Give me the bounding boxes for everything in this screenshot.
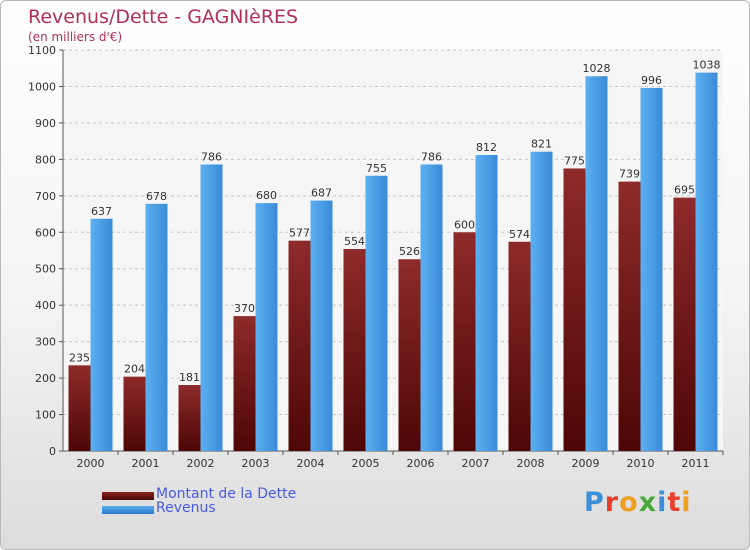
bar-revenus [365,175,388,451]
data-label-revenus: 821 [531,138,552,151]
data-label-revenus: 637 [91,205,112,218]
logo-letter: t [667,487,682,518]
bar-dette [673,197,696,451]
logo-letter: r [604,487,620,518]
data-label-revenus: 786 [421,150,442,163]
y-tick-label: 500 [35,263,56,276]
data-label-dette: 235 [69,351,90,364]
data-label-revenus: 812 [476,141,497,154]
x-tick-label: 2011 [682,457,710,470]
logo-letter: i [681,487,692,518]
x-tick-label: 2009 [572,457,600,470]
bar-revenus [640,87,663,452]
x-tick-label: 2003 [242,457,270,470]
legend-swatch-revenus [102,506,154,514]
data-label-dette: 577 [289,227,310,240]
y-tick-label: 400 [35,299,56,312]
data-label-revenus: 680 [256,189,277,202]
data-label-dette: 204 [124,363,145,376]
data-label-revenus: 678 [146,190,167,203]
chart-title: Revenus/Dette - GAGNIèRES [28,6,299,28]
logo-letter: i [657,487,668,518]
y-tick-label: 700 [35,190,56,203]
legend-swatch-dette [102,492,154,500]
data-label-dette: 526 [399,245,420,258]
data-label-revenus: 996 [641,74,662,87]
x-tick-label: 2001 [132,457,160,470]
data-label-revenus: 1028 [583,62,611,75]
plot-area [63,50,723,451]
y-tick-label: 800 [35,153,56,166]
bar-revenus [310,200,333,451]
chart-subtitle: (en milliers d'€) [28,30,123,44]
legend-label-dette: Montant de la Dette [156,486,297,502]
x-tick-label: 2005 [352,457,380,470]
x-tick-label: 2002 [187,457,215,470]
data-label-dette: 181 [179,371,200,384]
bar-dette [398,259,421,451]
bar-dette [508,241,531,451]
bar-revenus [145,203,168,451]
proxiti-logo: Proxiti [584,487,692,518]
bar-dette [618,181,641,452]
data-label-dette: 695 [674,184,695,197]
logo-letter: P [584,487,605,518]
x-tick-label: 2004 [297,457,325,470]
bar-revenus [90,218,113,451]
data-label-dette: 739 [619,168,640,181]
bar-dette [68,365,91,451]
x-tick-label: 2008 [517,457,545,470]
y-tick-label: 600 [35,226,56,239]
data-label-dette: 775 [564,154,585,167]
data-label-revenus: 687 [311,187,332,200]
x-tick-label: 2007 [462,457,490,470]
data-label-dette: 600 [454,218,475,231]
logo-letter: o [619,487,639,518]
data-label-dette: 574 [509,228,530,241]
bar-revenus [420,164,443,451]
bar-dette [123,376,146,451]
y-tick-label: 1000 [28,80,56,93]
bar-dette [288,240,311,451]
bar-revenus [585,76,608,451]
bar-dette [453,232,476,451]
logo-letter: x [638,487,658,518]
bar-revenus [255,203,278,451]
y-tick-label: 200 [35,372,56,385]
y-tick-label: 300 [35,336,56,349]
bar-revenus [695,72,718,452]
y-tick-label: 100 [35,409,56,422]
data-label-revenus: 1038 [693,59,721,72]
data-label-revenus: 786 [201,150,222,163]
y-tick-label: 900 [35,117,56,130]
bar-dette [233,316,256,451]
y-tick-label: 0 [49,445,56,458]
x-tick-label: 2010 [627,457,655,470]
bar-revenus [475,154,498,452]
bar-dette [178,385,201,451]
bar-dette [563,168,586,451]
x-tick-label: 2006 [407,457,435,470]
data-label-revenus: 755 [366,162,387,175]
x-tick-label: 2000 [77,457,105,470]
bar-revenus [530,151,553,451]
y-tick-label: 1100 [28,44,56,57]
legend-label-revenus: Revenus [156,500,216,516]
data-label-dette: 370 [234,302,255,315]
bar-revenus [200,164,223,451]
data-label-dette: 554 [344,235,365,248]
bar-dette [343,249,366,451]
